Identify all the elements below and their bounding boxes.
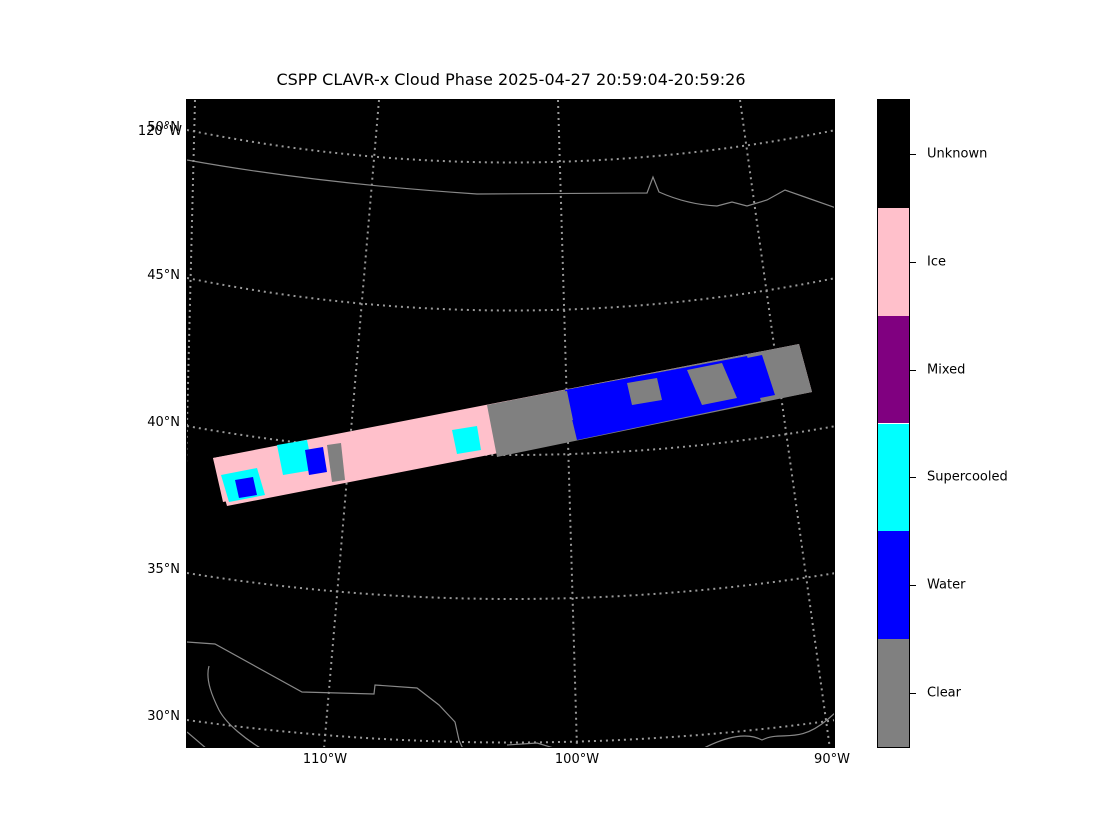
swath-clear-strip-west — [327, 443, 345, 482]
colorbar-tick — [910, 585, 916, 586]
colorbar-label-unknown: Unknown — [927, 146, 988, 162]
colorbar-label-supercooled: Supercooled — [927, 469, 1008, 485]
colorbar-segment-ice — [878, 207, 909, 316]
lon-label-top-left: 120°W — [137, 124, 182, 139]
colorbar-label-ice: Ice — [927, 254, 946, 270]
swath-clear-patch-1 — [687, 363, 737, 405]
colorbar-tick — [910, 370, 916, 371]
swath-supercooled-patch-3 — [452, 426, 481, 454]
lat-label-50: 50°N — [147, 120, 180, 135]
lat-label-40: 40°N — [147, 415, 180, 430]
gridline-lat-45 — [187, 277, 834, 312]
swath-supercooled-patch-2 — [277, 440, 313, 475]
swath-clear-patch-3 — [517, 391, 573, 429]
satellite-swath — [213, 344, 812, 506]
colorbar-tick — [910, 693, 916, 694]
us-canada-border — [187, 159, 834, 208]
colorbar-tick — [910, 154, 916, 155]
gridline-lon-120 — [187, 100, 196, 466]
colorbar-segment-unknown — [878, 100, 909, 208]
swath-clear-patch-2 — [627, 378, 662, 405]
gridline-lon-90 — [739, 100, 831, 747]
colorbar-segment-clear — [878, 639, 909, 747]
gridline-lat-30 — [187, 719, 834, 744]
lat-label-30: 30°N — [147, 709, 180, 724]
gridline-lon-110 — [323, 100, 380, 747]
colorbar-segment-mixed — [878, 315, 909, 424]
swath-water-west-2 — [305, 447, 327, 475]
colorbar-label-clear: Clear — [927, 685, 961, 701]
gridline-lat-35 — [187, 572, 834, 600]
colorbar — [877, 99, 910, 748]
lon-label-100: 100°W — [554, 752, 600, 767]
coastlines — [187, 159, 834, 747]
map-canvas — [187, 100, 834, 747]
lon-label-90: 90°W — [814, 752, 850, 767]
gridline-lat-50 — [187, 129, 834, 164]
gulf-coast-east — [704, 712, 834, 747]
colorbar-segment-supercooled — [878, 423, 909, 532]
lon-label-110: 110°W — [302, 752, 348, 767]
lat-label-35: 35°N — [147, 562, 180, 577]
latitude-gridlines — [187, 129, 834, 744]
map-panel — [186, 99, 835, 748]
colorbar-label-mixed: Mixed — [927, 362, 966, 378]
gridline-lat-40 — [187, 425, 834, 456]
gulf-coast — [506, 742, 553, 747]
map-title: CSPP CLAVR-x Cloud Phase 2025-04-27 20:5… — [276, 70, 746, 89]
colorbar-tick — [910, 477, 916, 478]
baja-coast — [207, 665, 260, 747]
colorbar-segment-water — [878, 531, 909, 640]
baja-west-coast — [187, 731, 206, 747]
colorbar-label-water: Water — [927, 577, 966, 593]
colorbar-tick — [910, 262, 916, 263]
swath-water-west — [235, 477, 257, 498]
us-mexico-border — [187, 641, 463, 747]
swath-water-region-2 — [727, 355, 775, 402]
lat-label-45: 45°N — [147, 268, 180, 283]
